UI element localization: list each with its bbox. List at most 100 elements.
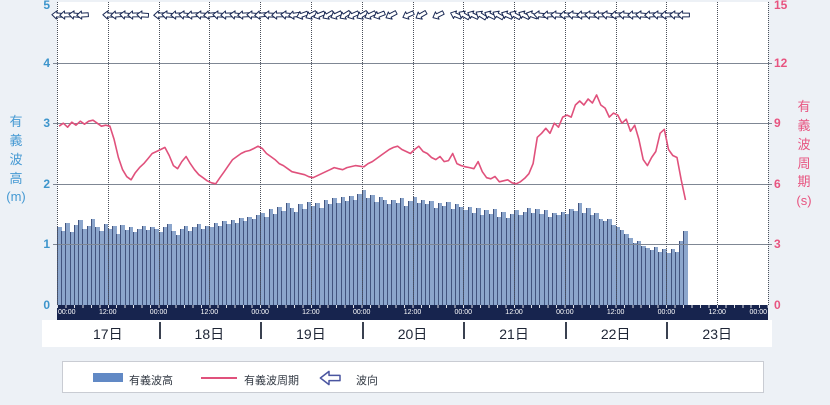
vertical-grid-line	[666, 2, 668, 305]
wave-period-line	[58, 94, 687, 201]
wave-direction-arrow-icon	[496, 5, 515, 27]
day-label: 20日	[397, 326, 428, 342]
bar	[518, 215, 523, 305]
bar	[645, 248, 650, 305]
bar	[416, 203, 422, 305]
wave-direction-arrow-icon	[634, 6, 649, 25]
bar	[399, 198, 405, 305]
bar	[327, 204, 333, 305]
bar	[230, 220, 236, 305]
bar	[475, 208, 481, 305]
bar	[619, 229, 625, 305]
bar	[467, 206, 473, 305]
legend-period-line-swatch	[201, 377, 237, 379]
vertical-grid-line	[463, 2, 465, 305]
day-label: 23日	[702, 326, 732, 342]
bar	[272, 214, 278, 305]
bar	[437, 203, 443, 305]
bar	[509, 214, 515, 305]
vertical-grid-line	[564, 2, 566, 305]
bar	[636, 240, 642, 305]
wave-direction-arrow-icon	[135, 7, 149, 26]
legend: 有義波高 有義波周期 波向	[62, 361, 764, 393]
time-label: 12:00	[606, 309, 625, 316]
bar	[560, 211, 566, 305]
bar	[103, 223, 109, 305]
bar	[217, 226, 223, 305]
left-axis-tick: 4	[43, 55, 50, 70]
bar	[581, 212, 587, 305]
bar	[196, 224, 202, 305]
time-label: 00:00	[556, 309, 574, 316]
day-separator	[361, 322, 364, 339]
day-separator	[260, 322, 263, 339]
time-label: 00:00	[251, 309, 269, 316]
bar	[349, 195, 354, 305]
legend-height-label: 有義波高	[129, 375, 173, 387]
vertical-grid-line	[260, 2, 262, 305]
time-label: 12:00	[505, 309, 523, 316]
bar	[674, 251, 680, 305]
bar	[408, 200, 413, 305]
wave-direction-arrow-icon	[382, 5, 402, 27]
bar	[340, 197, 346, 305]
bar	[353, 199, 358, 305]
day-label: 19日	[296, 326, 326, 342]
left-axis-tick: 5	[43, 0, 50, 12]
bar	[243, 221, 248, 305]
vertical-grid-line	[209, 2, 211, 305]
wave-direction-arrow-icon	[677, 7, 691, 25]
bar	[99, 231, 104, 305]
right-axis-tick: 0	[774, 298, 781, 312]
wave-direction-arrow-icon	[399, 5, 418, 27]
wave-direction-arrow-icon	[429, 5, 449, 27]
bar	[357, 194, 362, 305]
bar	[683, 231, 688, 305]
bar	[586, 208, 591, 305]
bar	[429, 200, 434, 305]
bar	[277, 206, 282, 305]
bar	[281, 211, 286, 305]
time-label: 12:00	[200, 309, 219, 316]
right-axis-tick: 6	[774, 176, 781, 191]
bar	[607, 218, 612, 305]
bar	[501, 212, 506, 305]
bar	[602, 221, 608, 305]
day-separator	[158, 322, 161, 339]
bar	[336, 203, 341, 305]
bar	[488, 214, 494, 305]
wave-direction-arrow-icon	[76, 7, 90, 26]
bar	[255, 215, 261, 305]
bar	[154, 229, 159, 305]
bar	[298, 204, 303, 305]
bar	[332, 198, 337, 305]
bar	[662, 249, 667, 305]
bar	[167, 224, 172, 305]
bar	[670, 249, 676, 305]
time-label: 00:00	[352, 309, 371, 316]
legend-direction-label: 波向	[356, 375, 378, 387]
legend-period-label: 有義波周期	[244, 375, 299, 387]
left-axis-title: 有 義 波 高 (m)	[6, 114, 26, 205]
bar	[547, 216, 553, 305]
bar	[480, 215, 485, 305]
left-axis-tick: 2	[43, 176, 50, 191]
bar	[370, 194, 375, 305]
bar	[577, 203, 583, 305]
bar	[112, 226, 117, 305]
right-axis-tick: 9	[774, 116, 781, 131]
bar	[145, 230, 151, 305]
bar	[433, 208, 439, 305]
wave-direction-arrows	[51, 2, 768, 32]
time-label: 12:00	[708, 309, 726, 316]
bar	[391, 199, 396, 305]
time-axis-band	[57, 305, 768, 320]
bar	[294, 212, 299, 305]
bar	[679, 241, 684, 305]
day-label: 22日	[600, 326, 631, 342]
wave-direction-arrow-icon	[370, 5, 389, 27]
bar	[641, 245, 646, 305]
day-label: 17日	[92, 326, 123, 342]
bar	[344, 200, 350, 305]
